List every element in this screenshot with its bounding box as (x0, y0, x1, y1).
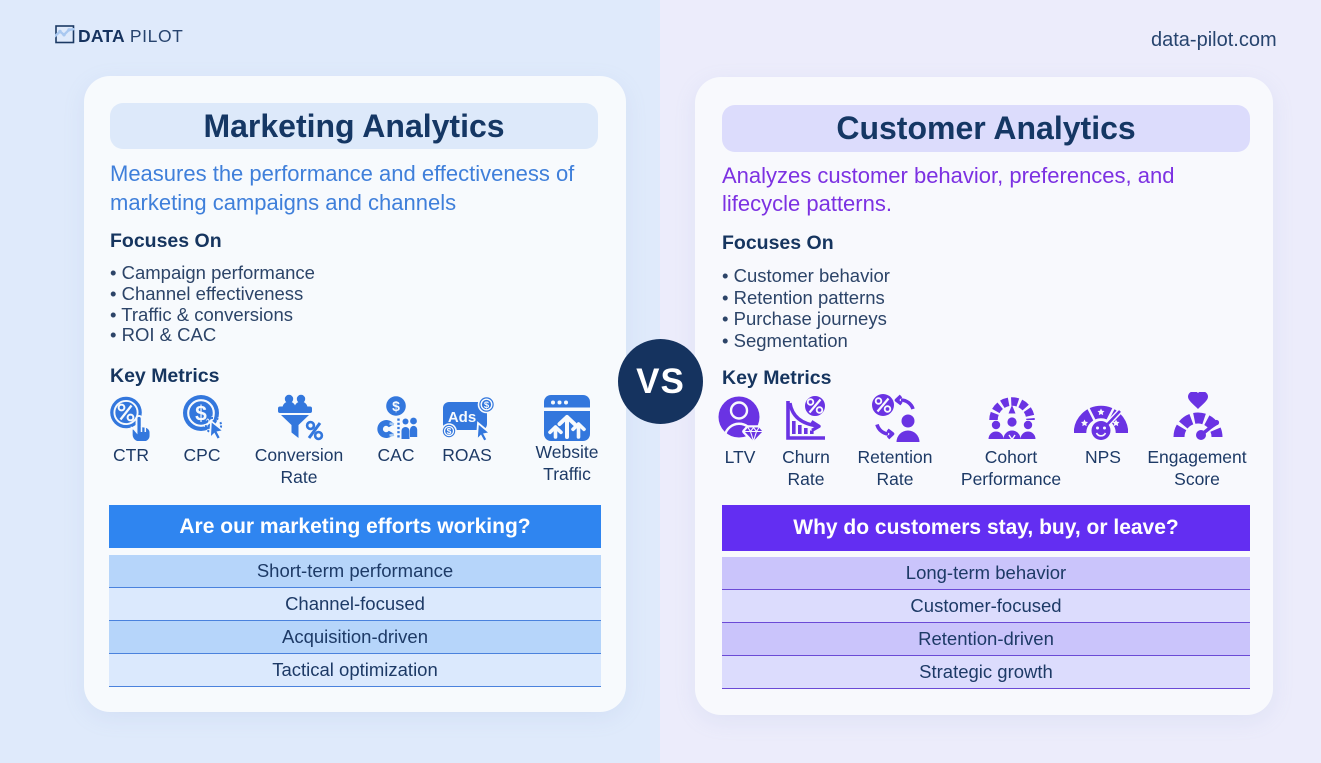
svg-text:$: $ (484, 400, 490, 411)
svg-text:$: $ (195, 403, 207, 426)
svg-text:$: $ (447, 426, 452, 436)
svg-text:$: $ (392, 398, 400, 414)
svg-text:Ads: Ads (448, 409, 476, 426)
